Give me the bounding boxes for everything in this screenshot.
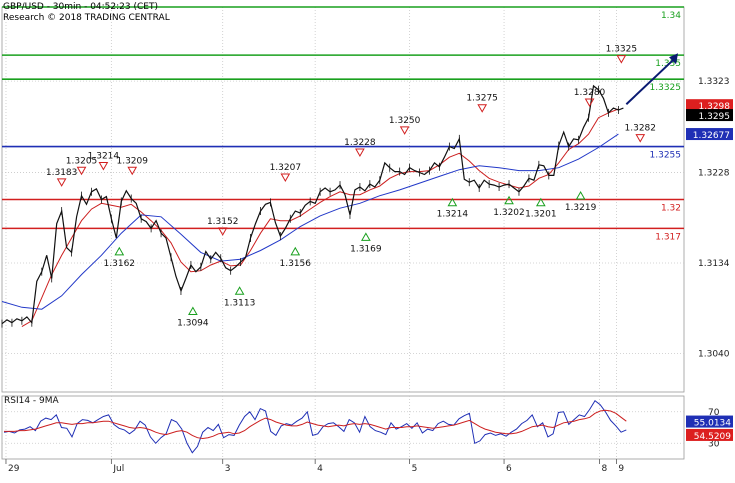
price-series-line <box>1 84 624 325</box>
pivot-low-marker <box>188 306 198 315</box>
projection-arrow-line <box>625 58 675 105</box>
pivot-low-marker <box>447 197 458 207</box>
pivot-high-label: 1.3228 <box>344 138 376 148</box>
pivot-high-marker <box>635 134 646 143</box>
x-tick-label: 5 <box>412 464 418 474</box>
pivot-low-label: 1.3214 <box>437 210 469 220</box>
pivot-low-label: 1.3113 <box>224 298 256 308</box>
rsi-y-tick-label: 30 <box>708 439 720 449</box>
level-label: 1.32 <box>661 204 681 214</box>
price-tag <box>686 109 733 122</box>
pivot-high-label: 1.3209 <box>116 156 148 166</box>
pivot-high-marker <box>127 166 138 176</box>
price-tag <box>686 99 733 112</box>
pivot-high-marker <box>399 126 410 135</box>
rsi-line <box>3 399 627 454</box>
pivot-high-marker <box>98 161 109 171</box>
pivot-low-marker <box>290 246 301 256</box>
pivot-low-marker <box>361 232 371 241</box>
level-label: 1.3255 <box>650 151 682 161</box>
price-y-tick-label: 1.3134 <box>698 259 730 269</box>
long-moving-average <box>1 133 619 310</box>
pivot-high-label: 1.3282 <box>625 124 657 134</box>
pivot-high-marker <box>280 173 291 183</box>
x-tick-label: 9 <box>618 464 624 474</box>
price-tag-label: 1.3298 <box>699 102 731 112</box>
rsi-tag-label: 55.0134 <box>694 419 731 429</box>
x-tick-label: Jul <box>112 464 124 474</box>
pivot-high-label: 1.3152 <box>207 217 239 227</box>
pivot-low-label: 1.3202 <box>493 208 525 218</box>
chart-title: GBP/USD - 30min - 04:52:23 (CET) <box>3 2 158 12</box>
price-y-tick-label: 1.3323 <box>698 77 730 87</box>
level-label: 1.3325 <box>650 83 682 93</box>
pivot-high-label: 1.3325 <box>606 45 638 55</box>
rsi-tag <box>686 415 733 428</box>
rsi-panel-frame <box>1 395 685 460</box>
price-tag <box>686 128 733 141</box>
price-y-tick-label: 1.3228 <box>698 169 730 179</box>
pivot-low-marker <box>504 195 514 205</box>
pivot-low-label: 1.3162 <box>104 259 136 269</box>
pivot-high-marker <box>477 104 488 113</box>
level-label: 1.34 <box>661 11 681 21</box>
pivot-low-label: 1.3156 <box>280 259 312 269</box>
pivot-low-marker <box>234 286 245 295</box>
x-tick-label: 29 <box>8 464 20 474</box>
pivot-high-marker <box>355 148 365 158</box>
projection-arrow-head <box>669 53 679 65</box>
pivot-high-label: 1.3205 <box>66 156 98 166</box>
pivot-high-marker <box>217 227 228 236</box>
pivot-low-label: 1.3219 <box>565 203 597 213</box>
rsi-tag-label: 54.5209 <box>694 432 731 442</box>
pivot-high-marker <box>616 55 627 64</box>
pivot-low-marker <box>535 197 546 207</box>
pivot-low-marker <box>114 246 125 256</box>
pivot-high-label: 1.3183 <box>46 168 78 178</box>
pivot-high-label: 1.3280 <box>574 88 606 98</box>
rsi-y-tick-label: 70 <box>708 408 720 418</box>
x-tick-label: 6 <box>506 464 512 474</box>
pivot-high-label: 1.3214 <box>88 151 120 161</box>
x-tick-label: 4 <box>317 464 323 474</box>
price-tag-label: 1.32677 <box>693 131 730 141</box>
pivot-low-label: 1.3201 <box>525 210 557 220</box>
pivot-high-marker <box>76 166 87 176</box>
x-tick-label: 3 <box>225 464 231 474</box>
chart-subtitle: Research © 2018 TRADING CENTRAL <box>3 13 170 23</box>
pivot-high-label: 1.3250 <box>389 116 421 126</box>
pivot-low-label: 1.3094 <box>177 318 209 328</box>
price-tag-label: 1.3295 <box>699 112 731 122</box>
price-y-tick-label: 1.3040 <box>698 350 730 360</box>
rsi-title: RSI14 - 9MA <box>4 396 60 406</box>
rsi-ma-line <box>4 409 627 440</box>
pivot-high-label: 1.3207 <box>270 163 302 173</box>
pivot-high-label: 1.3275 <box>466 94 498 104</box>
x-tick-label: 8 <box>601 464 607 474</box>
pivot-low-marker <box>575 190 586 200</box>
level-label: 1.317 <box>655 232 681 242</box>
rsi-tag <box>686 428 733 441</box>
pivot-high-marker <box>56 178 67 187</box>
pivot-high-marker <box>584 98 595 107</box>
pivot-low-label: 1.3169 <box>350 244 382 254</box>
